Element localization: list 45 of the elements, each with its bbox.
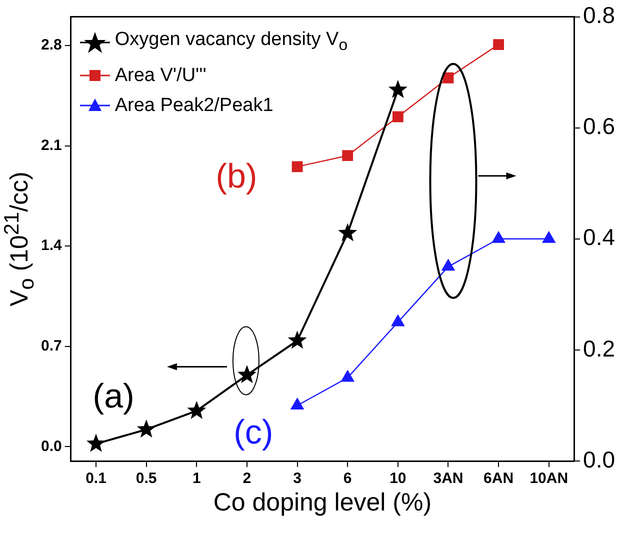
point xyxy=(442,72,454,84)
y2-tick-label: 0.4 xyxy=(583,224,616,250)
point xyxy=(493,39,504,50)
annotation: (b) xyxy=(216,157,258,196)
point xyxy=(391,314,404,326)
point xyxy=(388,80,408,98)
x-tick-label: 6AN xyxy=(484,470,514,488)
y-tick-label: 2.1 xyxy=(40,136,62,154)
annotation: (a) xyxy=(92,378,134,417)
y-tick-label: 0.7 xyxy=(40,338,62,355)
x-tick-label: 2 xyxy=(242,470,252,488)
x-axis-title: Co doping level (%) xyxy=(213,488,432,518)
point xyxy=(187,400,206,419)
x-tick-label: 0.5 xyxy=(136,470,157,488)
point xyxy=(341,370,354,382)
x-tick-label: 3AN xyxy=(433,470,464,488)
y2-tick-label: 0.8 xyxy=(583,2,616,28)
point xyxy=(292,161,303,172)
y2-tick-label: 0.2 xyxy=(583,335,616,362)
point xyxy=(492,231,506,243)
x-tick-label: 3 xyxy=(293,470,302,488)
point xyxy=(288,330,307,349)
x-tick-label: 6 xyxy=(343,470,352,488)
y-tick-label: 1.4 xyxy=(40,237,62,254)
legend-label: Area V'/U''' xyxy=(114,64,206,88)
x-tick-label: 10AN xyxy=(530,470,568,488)
y-tick-label: 2.8 xyxy=(40,36,62,54)
point xyxy=(338,223,358,242)
x-tick-label: 10 xyxy=(390,470,406,488)
y-tick-label: 0.0 xyxy=(40,438,62,455)
point xyxy=(136,419,156,438)
point xyxy=(290,398,304,410)
x-tick-label: 0.1 xyxy=(86,470,106,488)
legend-label: Area Peak2/Peak1 xyxy=(114,94,274,118)
point xyxy=(392,111,404,122)
point xyxy=(342,150,354,162)
legend-label: Oxygen vacancy density V$_{o}$ xyxy=(114,28,348,56)
point xyxy=(86,434,106,452)
point xyxy=(237,365,256,384)
point xyxy=(442,259,455,271)
x-tick-label: 1 xyxy=(192,470,201,488)
y2-tick-label: 0.0 xyxy=(583,446,616,472)
annotation: (c) xyxy=(234,414,274,453)
point xyxy=(542,231,556,243)
y2-tick-label: 0.6 xyxy=(583,113,616,140)
